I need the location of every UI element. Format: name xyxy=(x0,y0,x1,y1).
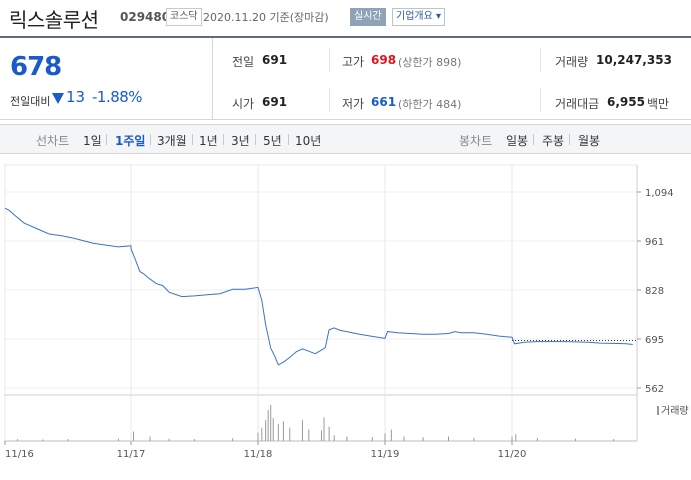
x-tick-label: 11/18 xyxy=(244,449,273,460)
tab-separator xyxy=(192,134,193,145)
prev-close-value: 691 xyxy=(262,53,288,67)
trade-value-label: 거래대금 xyxy=(555,97,600,111)
current-price: 678 xyxy=(10,52,62,82)
x-tick-label: 11/20 xyxy=(498,449,527,460)
tab-separator xyxy=(223,134,224,145)
lower-limit: (하한가 484) xyxy=(398,98,462,111)
tab-weekly[interactable]: 주봉 xyxy=(542,134,565,148)
low-value: 661 xyxy=(371,95,397,109)
tab-daily[interactable]: 일봉 xyxy=(506,134,529,148)
change-rate: -1.88% xyxy=(92,88,143,106)
tab-1y[interactable]: 1년 xyxy=(199,134,218,148)
tab-10y[interactable]: 10년 xyxy=(295,134,322,148)
y-tick-label: 961 xyxy=(645,237,664,248)
column-divider xyxy=(329,88,330,112)
change-label: 전일대비 xyxy=(10,95,51,108)
upper-limit: (상한가 898) xyxy=(398,56,462,69)
company-name: 릭스솔루션 xyxy=(9,8,99,32)
tab-1d[interactable]: 1일 xyxy=(83,134,102,148)
high-value: 698 xyxy=(371,53,397,67)
prev-close-label: 전일 xyxy=(232,55,255,69)
open-label: 시가 xyxy=(232,97,255,111)
tab-separator xyxy=(255,134,256,145)
stock-code: 029480 xyxy=(120,10,171,24)
volume-value: 10,247,353 xyxy=(596,53,672,67)
tab-separator xyxy=(106,134,107,145)
x-tick-label: 11/17 xyxy=(117,449,146,460)
y-tick-label: 828 xyxy=(645,286,664,297)
trade-value: 6,955 xyxy=(607,95,645,109)
column-divider xyxy=(540,48,541,72)
x-tick-label: 11/19 xyxy=(371,449,400,460)
down-arrow-icon xyxy=(52,93,64,104)
low-label: 저가 xyxy=(342,97,365,111)
tab-separator xyxy=(533,134,534,145)
tab-1w[interactable]: 1주일 xyxy=(115,134,146,148)
column-divider xyxy=(540,88,541,112)
tab-separator xyxy=(150,134,151,145)
trade-value-unit: 백만 xyxy=(647,97,670,111)
volume-legend-mark xyxy=(657,406,659,415)
price-chart[interactable]: 1,094 961 828 695 562 11/16 11/17 11/18 11/19 11/… xyxy=(0,155,691,476)
company-info-button[interactable]: 기업개요 ▾ xyxy=(392,8,445,26)
period-tabs: 선차트 1일 1주일 3개월 1년 3년 5년 10년 봉차트 일봉 주봉 월봉 xyxy=(0,124,691,154)
volume-axis-label: 거래량 xyxy=(661,405,689,417)
tab-5y[interactable]: 5년 xyxy=(263,134,282,148)
price-chart-svg: 1,094 961 828 695 562 11/16 11/17 11/18 11/19 11/… xyxy=(4,164,689,460)
tab-3m[interactable]: 3개월 xyxy=(157,134,187,148)
realtime-button[interactable]: 실시간 xyxy=(350,8,386,26)
tab-separator xyxy=(569,134,570,145)
price-summary: 678 전일대비 13 -1.88% 전일 691 고가 698 (상한가 89… xyxy=(0,36,691,120)
change-amount: 13 xyxy=(66,88,86,106)
tab-monthly[interactable]: 월봉 xyxy=(578,134,601,148)
market-badge: 코스닥 xyxy=(166,8,202,26)
y-tick-label: 1,094 xyxy=(645,188,674,199)
volume-label: 거래량 xyxy=(555,55,589,69)
stock-header: 릭스솔루션 029480 코스닥 2020.11.20 기준(장마감) 실시간 … xyxy=(0,0,691,36)
price-line xyxy=(4,207,633,366)
tab-3y[interactable]: 3년 xyxy=(231,134,250,148)
candle-chart-label: 봉차트 xyxy=(459,134,493,148)
high-label: 고가 xyxy=(342,55,365,69)
tab-separator xyxy=(288,134,289,145)
y-tick-label: 562 xyxy=(645,384,664,395)
open-value: 691 xyxy=(262,95,288,109)
line-chart-label: 선차트 xyxy=(36,134,70,148)
current-price-box: 678 전일대비 13 -1.88% xyxy=(0,38,213,120)
column-divider xyxy=(329,48,330,72)
y-tick-label: 695 xyxy=(645,335,664,346)
date-text: 2020.11.20 기준(장마감) xyxy=(203,11,329,24)
x-tick-label: 11/16 xyxy=(5,449,34,460)
